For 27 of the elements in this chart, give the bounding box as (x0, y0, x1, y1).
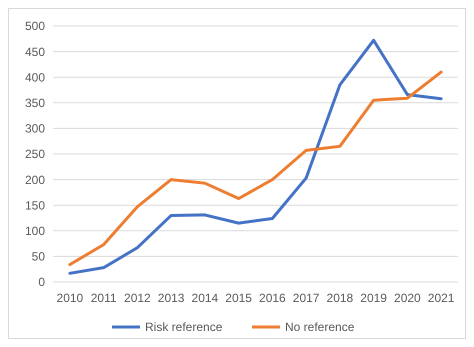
line-series (68, 38, 443, 275)
y-tick-label: 250 (24, 147, 46, 162)
y-tick-label: 50 (32, 250, 46, 264)
x-tick-label: 2010 (56, 291, 84, 305)
y-tick-label: 0 (38, 275, 46, 290)
x-tick-label: 2019 (360, 291, 388, 305)
x-tick-label: 2015 (225, 291, 252, 305)
line-series (68, 70, 443, 266)
legend-label: No reference (285, 320, 355, 334)
y-tick-label: 100 (24, 224, 46, 238)
x-tick-label: 2021 (428, 291, 455, 305)
x-tick-label: 2012 (124, 291, 152, 305)
x-tick-label: 2014 (192, 291, 219, 305)
y-tick-label: 200 (24, 172, 46, 187)
x-tick-label: 2020 (394, 291, 422, 305)
x-tick-label: 2016 (259, 291, 286, 305)
y-tick-label: 400 (24, 70, 46, 84)
y-tick-label: 350 (24, 96, 46, 110)
x-tick-label: 2018 (326, 291, 354, 305)
x-tick-label: 2013 (158, 291, 185, 305)
y-tick-label: 450 (24, 44, 46, 59)
legend-label: Risk reference (145, 320, 223, 334)
y-tick-label: 300 (24, 122, 46, 136)
y-tick-label: 500 (24, 19, 46, 34)
x-tick-label: 2017 (292, 291, 320, 305)
x-tick-label: 2011 (90, 291, 117, 305)
y-tick-label: 150 (24, 198, 46, 212)
